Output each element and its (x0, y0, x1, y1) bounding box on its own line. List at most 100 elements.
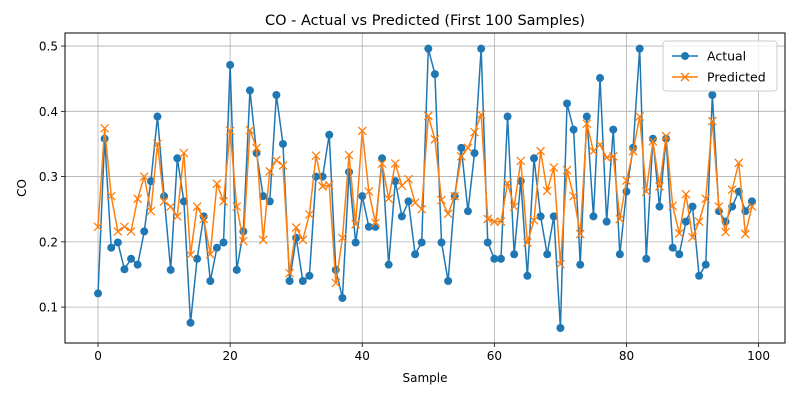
actual-point (457, 143, 466, 152)
predicted-point (549, 162, 559, 172)
actual-point (338, 293, 347, 302)
predicted-point (661, 131, 671, 141)
predicted-point (701, 194, 711, 204)
predicted-point (245, 125, 255, 135)
predicted-point (529, 215, 539, 225)
actual-point (285, 277, 294, 285)
x-tick-label: 0 (94, 349, 102, 363)
actual-point (226, 60, 235, 69)
y-tick-label: 0.4 (39, 105, 58, 119)
actual-point (549, 212, 558, 221)
actual-point (245, 86, 254, 95)
predicted-point (628, 146, 638, 156)
actual-point (576, 260, 585, 269)
actual-point (556, 323, 565, 332)
predicted-point (126, 226, 136, 236)
actual-point (133, 260, 142, 269)
actual-point (364, 222, 373, 231)
x-tick-label: 100 (747, 349, 770, 363)
y-tick-label: 0.3 (39, 170, 58, 184)
actual-point (107, 243, 116, 252)
predicted-point (476, 110, 486, 120)
actual-point (688, 202, 697, 211)
plot-frame (64, 32, 786, 344)
actual-point (127, 254, 136, 263)
predicted-point (285, 268, 295, 278)
predicted-point (252, 143, 262, 153)
x-tick-label: 20 (222, 349, 237, 363)
predicted-point (470, 127, 480, 137)
actual-point (655, 202, 664, 211)
actual-point (695, 271, 704, 280)
actual-point (609, 125, 618, 134)
actual-point (424, 44, 433, 53)
actual-point (378, 154, 387, 163)
predicted-point (186, 250, 195, 260)
predicted-point (437, 195, 446, 205)
actual-point (569, 125, 578, 134)
predicted-point (655, 181, 664, 191)
actual-point (325, 130, 334, 139)
predicted-point (595, 140, 605, 150)
predicted-point (172, 211, 182, 221)
predicted-point (522, 238, 532, 247)
predicted-point (146, 206, 156, 216)
actual-point (701, 260, 710, 269)
actual-point (179, 197, 188, 206)
predicted-point (153, 139, 162, 149)
series-layer (93, 44, 757, 332)
actual-point (444, 277, 453, 285)
predicted-point (133, 194, 143, 204)
actual-point (417, 238, 426, 247)
actual-point (668, 243, 677, 252)
predicted-point (93, 222, 103, 232)
actual-point (404, 197, 413, 206)
actual-point (94, 289, 103, 298)
actual-point (536, 212, 545, 221)
predicted-point (622, 176, 631, 185)
predicted-point (456, 151, 466, 161)
predicted-point (113, 226, 123, 236)
actual-point (589, 212, 598, 221)
y-axis-title: CO (15, 179, 29, 197)
actual-point (298, 277, 307, 285)
legend-box (662, 40, 778, 92)
actual-point (437, 238, 446, 247)
x-axis-title: Sample (403, 371, 448, 385)
predicted-point (377, 159, 387, 168)
actual-point (166, 265, 175, 274)
series-predicted (93, 110, 757, 288)
predicted-point (641, 187, 651, 197)
actual-point (358, 192, 367, 201)
actual-point (278, 139, 287, 148)
predicted-point (232, 202, 242, 212)
predicted-point (569, 191, 579, 201)
predicted-point (390, 159, 400, 168)
actual-point (496, 254, 505, 263)
predicted-point (608, 151, 618, 161)
predicted-point (575, 229, 585, 239)
actual-point (212, 243, 221, 252)
predicted-point (727, 185, 737, 195)
predicted-point (694, 217, 704, 227)
predicted-point (258, 235, 268, 245)
predicted-point (443, 209, 453, 219)
actual-point (146, 177, 155, 186)
actual-point (747, 197, 756, 206)
actual-point (483, 238, 492, 247)
actual-point (615, 250, 624, 259)
predicted-point (707, 116, 717, 126)
predicted-point (516, 156, 526, 166)
predicted-point (100, 123, 110, 133)
predicted-point (311, 151, 321, 161)
actual-point (582, 112, 591, 121)
actual-point (384, 260, 393, 269)
predicted-point (688, 232, 697, 242)
predicted-point (219, 196, 228, 206)
actual-point (219, 238, 228, 247)
predicted-point (747, 202, 757, 212)
actual-point (173, 154, 182, 163)
predicted-point (668, 201, 678, 211)
predicted-point (304, 209, 314, 219)
